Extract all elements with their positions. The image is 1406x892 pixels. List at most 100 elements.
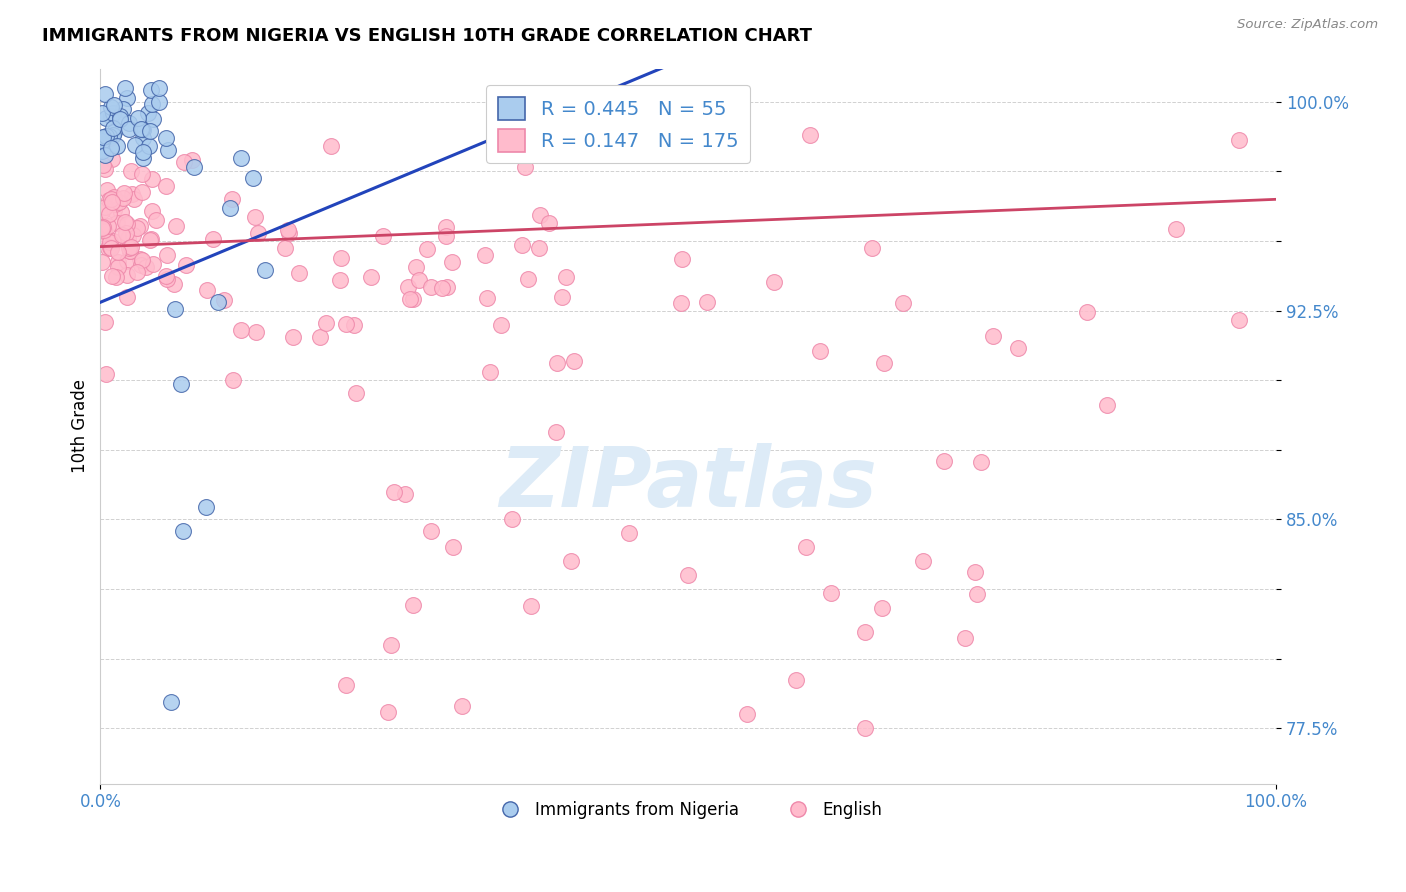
Point	[110, 227, 132, 242]
Point	[94, 162, 117, 177]
Point	[474, 248, 496, 262]
Point	[912, 554, 935, 568]
Point	[396, 280, 419, 294]
Point	[97, 241, 120, 255]
Point	[124, 138, 146, 153]
Point	[873, 356, 896, 370]
Point	[360, 270, 382, 285]
Point	[277, 223, 299, 237]
Point	[173, 155, 195, 169]
Point	[118, 241, 141, 255]
Point	[148, 81, 170, 95]
Point	[195, 500, 218, 514]
Point	[1227, 313, 1250, 327]
Point	[108, 112, 131, 126]
Point	[96, 234, 118, 248]
Point	[105, 139, 128, 153]
Point	[932, 453, 955, 467]
Point	[97, 128, 120, 143]
Point	[142, 112, 165, 127]
Point	[103, 121, 125, 136]
Point	[1076, 305, 1098, 319]
Point	[735, 707, 758, 722]
Point	[180, 153, 202, 167]
Point	[408, 273, 430, 287]
Point	[156, 144, 179, 158]
Text: IMMIGRANTS FROM NIGERIA VS ENGLISH 10TH GRADE CORRELATION CHART: IMMIGRANTS FROM NIGERIA VS ENGLISH 10TH …	[42, 27, 813, 45]
Point	[115, 290, 138, 304]
Point	[128, 252, 150, 267]
Y-axis label: 10th Grade: 10th Grade	[72, 379, 89, 473]
Point	[96, 183, 118, 197]
Point	[329, 251, 352, 265]
Point	[555, 270, 578, 285]
Point	[676, 568, 699, 582]
Point	[132, 123, 155, 137]
Point	[101, 194, 124, 209]
Point	[120, 164, 142, 178]
Point	[402, 598, 425, 612]
Point	[107, 255, 129, 269]
Point	[501, 512, 523, 526]
Point	[115, 254, 138, 268]
Point	[141, 203, 163, 218]
Point	[100, 241, 122, 255]
Point	[142, 257, 165, 271]
Point	[560, 554, 582, 568]
Point	[891, 295, 914, 310]
Text: Source: ZipAtlas.com: Source: ZipAtlas.com	[1237, 18, 1378, 31]
Point	[562, 354, 585, 368]
Point	[111, 102, 134, 116]
Point	[141, 83, 163, 97]
Point	[96, 368, 118, 382]
Point	[1166, 222, 1188, 236]
Point	[229, 323, 252, 337]
Point	[136, 106, 159, 120]
Point	[156, 272, 179, 286]
Point	[253, 262, 276, 277]
Point	[176, 258, 198, 272]
Point	[112, 191, 135, 205]
Point	[243, 210, 266, 224]
Point	[581, 120, 603, 134]
Point	[155, 131, 177, 145]
Point	[860, 241, 883, 255]
Point	[498, 142, 520, 156]
Point	[231, 151, 253, 165]
Point	[475, 291, 498, 305]
Point	[115, 217, 138, 231]
Point	[131, 252, 153, 267]
Point	[808, 343, 831, 358]
Point	[416, 242, 439, 256]
Point	[127, 111, 149, 125]
Point	[373, 229, 395, 244]
Text: ZIPatlas: ZIPatlas	[499, 442, 877, 524]
Point	[288, 266, 311, 280]
Point	[382, 484, 405, 499]
Point	[527, 241, 550, 255]
Point	[131, 122, 153, 136]
Point	[434, 229, 457, 244]
Point	[156, 247, 179, 261]
Point	[202, 231, 225, 245]
Point	[619, 526, 641, 541]
Point	[107, 195, 129, 210]
Point	[799, 128, 821, 143]
Point	[107, 245, 129, 260]
Point	[399, 292, 422, 306]
Point	[1097, 398, 1119, 412]
Point	[163, 277, 186, 292]
Point	[212, 293, 235, 307]
Point	[125, 220, 148, 235]
Point	[122, 228, 145, 243]
Point	[342, 318, 364, 332]
Point	[315, 316, 337, 330]
Point	[853, 625, 876, 640]
Point	[101, 106, 124, 120]
Point	[127, 265, 149, 279]
Point	[120, 240, 142, 254]
Point	[671, 252, 693, 266]
Point	[100, 131, 122, 145]
Point	[170, 376, 193, 391]
Point	[165, 302, 187, 317]
